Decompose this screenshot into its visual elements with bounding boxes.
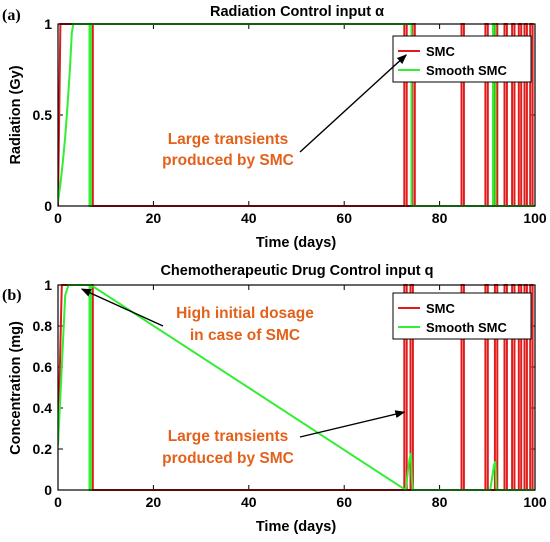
panel-b-annotation-arrow-1	[80, 288, 164, 327]
panel-b-annotation-arrows	[80, 288, 406, 438]
panel-a-ytick-label: 0	[44, 198, 52, 214]
panel-a-ylabel: Radiation (Gy)	[8, 65, 24, 164]
panel-b-xlabel: Time (days)	[256, 519, 336, 535]
panel-b-label: (b)	[2, 287, 22, 304]
panel-b-xtick-label: 100	[523, 494, 547, 510]
panel-a-legend-smooth: Smooth SMC	[426, 63, 507, 78]
panel-b-xtick-label: 20	[146, 494, 162, 510]
panel-a-xtick-label: 80	[432, 210, 448, 226]
panel-b-xtick-label: 40	[241, 494, 257, 510]
panel-a-xlabel: Time (days)	[256, 235, 336, 251]
panel-b-annotation-2-line-1: Large transients	[168, 428, 289, 445]
panel-b-ytick-label: 0.6	[33, 359, 53, 375]
panel-b-axes-box	[57, 284, 536, 491]
panel-a-xtick-label: 40	[241, 210, 257, 226]
panel-a-title: Radiation Control input α	[210, 4, 384, 20]
panel-a-annotation-line-1: Large transients	[168, 131, 289, 148]
panel-a-label: (a)	[2, 7, 21, 24]
panel-b-ylabel: Concentration (mg)	[8, 321, 24, 455]
panel-a-legend-box	[392, 35, 532, 83]
panel-a-xtick-label: 100	[523, 210, 547, 226]
panel-b-annotation-1-line-2: in case of SMC	[190, 327, 300, 344]
panel-a-xtick-label: 60	[336, 210, 352, 226]
panel-a-annotation-arrows	[299, 54, 407, 153]
panel-b: (b) Chemotherapeutic Drug Control input …	[2, 263, 547, 535]
panel-b-ytick-label: 0.4	[33, 400, 53, 416]
panel-a-legend: SMC Smooth SMC	[392, 35, 532, 83]
panel-b-legend: SMC Smooth SMC	[392, 292, 532, 340]
panel-a-xtick-label: 0	[54, 210, 62, 226]
panel-a-ytick-label: 1	[44, 16, 52, 32]
panel-b-legend-smc: SMC	[426, 301, 456, 316]
panel-a: (a) Radiation Control input α 0 20 40 60 80 1…	[2, 4, 547, 251]
panel-b-xtick-label: 80	[432, 494, 448, 510]
panel-b-legend-smooth: Smooth SMC	[426, 320, 507, 335]
panel-a-annotation-arrow-1	[299, 54, 407, 153]
panel-b-annotation-arrow-2	[299, 410, 406, 438]
panel-b-annotation-1-line-1: High initial dosage	[176, 305, 314, 322]
panel-b-annotation-2-line-2: produced by SMC	[162, 450, 294, 467]
panel-b-xtick-label: 0	[54, 494, 62, 510]
panel-b-ytick-label: 0	[44, 482, 52, 498]
panel-a-legend-smc: SMC	[426, 44, 456, 59]
panel-b-legend-box	[392, 292, 532, 340]
panel-a-xtick-label: 20	[146, 210, 162, 226]
panel-b-ytick-label: 0.8	[33, 318, 53, 334]
panel-a-annotation-line-2: produced by SMC	[162, 152, 294, 169]
panel-a-axes-box	[57, 23, 536, 207]
panel-b-title: Chemotherapeutic Drug Control input q	[160, 263, 433, 279]
panel-b-ytick-label: 1	[44, 277, 52, 293]
panel-a-ytick-label: 0.5	[33, 107, 53, 123]
panel-a-ticks: 0 20 40 60 80 100 0 0.5 1	[33, 16, 547, 226]
panel-b-xtick-label: 60	[336, 494, 352, 510]
panel-b-ytick-label: 0.2	[33, 441, 53, 457]
